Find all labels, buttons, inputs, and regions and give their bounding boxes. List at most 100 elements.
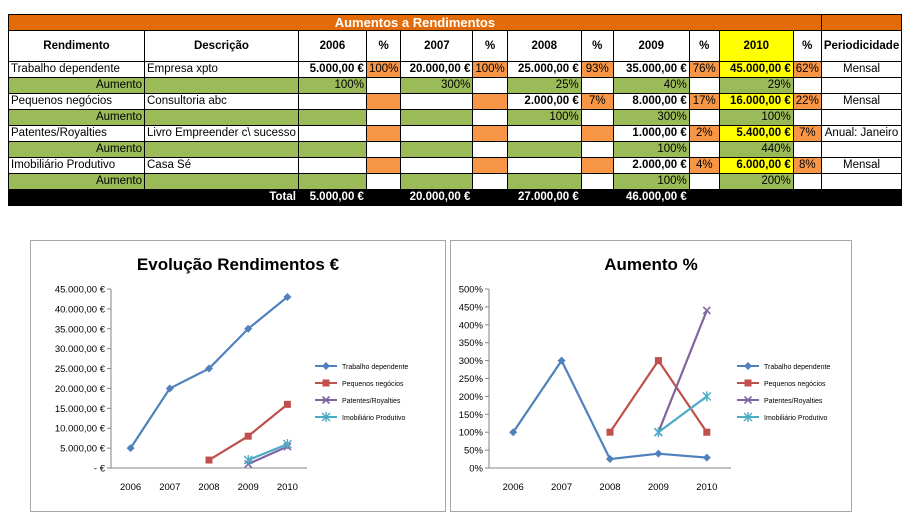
pct-2009[interactable]: 76%	[688, 61, 720, 78]
aumento-pct-empty[interactable]	[472, 141, 508, 158]
column-header-10[interactable]: 2010	[718, 30, 794, 62]
aumento-2010[interactable]: 440%	[718, 141, 794, 158]
pct-2006[interactable]	[365, 93, 402, 110]
pct-2009[interactable]: 2%	[688, 125, 720, 142]
value-2010[interactable]: 6.000,00 €	[718, 157, 794, 174]
aumento-pct-empty[interactable]	[580, 77, 614, 94]
aumento-2007[interactable]	[400, 109, 474, 126]
aumento-pct-empty[interactable]	[792, 77, 822, 94]
income-description[interactable]: Consultoria abc	[144, 93, 299, 110]
value-2007[interactable]: 20.000,00 €	[400, 61, 474, 78]
total-2008[interactable]: 27.000,00 €	[506, 189, 582, 206]
value-2007[interactable]	[400, 93, 474, 110]
aumento-label[interactable]: Aumento	[8, 109, 145, 126]
aumento-pct-empty[interactable]	[472, 77, 508, 94]
total-2006[interactable]: 5.000,00 €	[297, 189, 367, 206]
aumento-period-empty[interactable]	[820, 141, 903, 158]
value-2006[interactable]	[297, 93, 367, 110]
column-header-2[interactable]: 2006	[297, 30, 367, 62]
aumento-2007[interactable]	[400, 173, 474, 190]
pct-2007[interactable]	[472, 125, 508, 142]
pct-2009[interactable]: 4%	[688, 157, 720, 174]
pct-2010[interactable]: 22%	[792, 93, 822, 110]
column-header-6[interactable]: 2008	[506, 30, 582, 62]
aumento-period-empty[interactable]	[820, 77, 903, 94]
aumento-pct-empty[interactable]	[580, 109, 614, 126]
aumento-2010[interactable]: 29%	[718, 77, 794, 94]
pct-2007[interactable]: 100%	[472, 61, 508, 78]
aumento-2009[interactable]: 40%	[612, 77, 690, 94]
aumento-pct-empty[interactable]	[792, 109, 822, 126]
aumento-pct-empty[interactable]	[472, 109, 508, 126]
value-2008[interactable]	[506, 125, 582, 142]
income-name[interactable]: Pequenos negócios	[8, 93, 145, 110]
periodicity[interactable]: Anual: Janeiro	[820, 125, 903, 142]
total-pct-empty[interactable]	[688, 189, 720, 206]
value-2006[interactable]: 5.000,00 €	[297, 61, 367, 78]
total-period-empty[interactable]	[820, 189, 903, 206]
aumento-desc-empty[interactable]	[144, 173, 299, 190]
total-pct-empty[interactable]	[792, 189, 822, 206]
total-label[interactable]: Total	[8, 189, 299, 206]
value-2009[interactable]: 2.000,00 €	[612, 157, 690, 174]
pct-2006[interactable]	[365, 157, 402, 174]
total-pct-empty[interactable]	[472, 189, 508, 206]
value-2008[interactable]	[506, 157, 582, 174]
aumento-2007[interactable]	[400, 141, 474, 158]
aumento-label[interactable]: Aumento	[8, 77, 145, 94]
aumento-2007[interactable]: 300%	[400, 77, 474, 94]
total-pct-empty[interactable]	[365, 189, 402, 206]
aumento-2006[interactable]: 100%	[297, 77, 367, 94]
aumento-2008[interactable]	[506, 141, 582, 158]
sheet-title[interactable]: Aumentos a Rendimentos	[8, 14, 822, 31]
aumento-desc-empty[interactable]	[144, 141, 299, 158]
column-header-8[interactable]: 2009	[612, 30, 690, 62]
aumento-pct-empty[interactable]	[792, 141, 822, 158]
column-header-3[interactable]: %	[365, 30, 402, 62]
column-header-7[interactable]: %	[580, 30, 614, 62]
column-header-11[interactable]: %	[792, 30, 822, 62]
aumento-2008[interactable]	[506, 173, 582, 190]
aumento-pct-empty[interactable]	[688, 173, 720, 190]
aumento-desc-empty[interactable]	[144, 109, 299, 126]
aumento-pct-empty[interactable]	[688, 109, 720, 126]
periodicity[interactable]: Mensal	[820, 61, 903, 78]
pct-2006[interactable]: 100%	[365, 61, 402, 78]
aumento-pct-empty[interactable]	[365, 141, 402, 158]
value-2006[interactable]	[297, 157, 367, 174]
value-2009[interactable]: 35.000,00 €	[612, 61, 690, 78]
income-name[interactable]: Patentes/Royalties	[8, 125, 145, 142]
aumento-pct-empty[interactable]	[792, 173, 822, 190]
aumento-period-empty[interactable]	[820, 173, 903, 190]
value-2009[interactable]: 8.000,00 €	[612, 93, 690, 110]
total-2010[interactable]: 72.400,00 €	[718, 189, 794, 206]
periodicity[interactable]: Mensal	[820, 93, 903, 110]
pct-2006[interactable]	[365, 125, 402, 142]
aumento-pct-empty[interactable]	[580, 173, 614, 190]
pct-2009[interactable]: 17%	[688, 93, 720, 110]
pct-2008[interactable]	[580, 157, 614, 174]
aumento-2006[interactable]	[297, 173, 367, 190]
income-description[interactable]: Empresa xpto	[144, 61, 299, 78]
aumento-pct-empty[interactable]	[365, 173, 402, 190]
pct-2008[interactable]: 7%	[580, 93, 614, 110]
title-cell-empty[interactable]	[820, 14, 903, 31]
aumento-pct-empty[interactable]	[365, 77, 402, 94]
column-header-5[interactable]: %	[472, 30, 508, 62]
value-2008[interactable]: 25.000,00 €	[506, 61, 582, 78]
periodicity[interactable]: Mensal	[820, 157, 903, 174]
aumento-2008[interactable]: 25%	[506, 77, 582, 94]
aumento-pct-empty[interactable]	[688, 141, 720, 158]
aumento-2010[interactable]: 200%	[718, 173, 794, 190]
pct-2008[interactable]	[580, 125, 614, 142]
aumento-2010[interactable]: 100%	[718, 109, 794, 126]
aumento-2009[interactable]: 300%	[612, 109, 690, 126]
aumento-2009[interactable]: 100%	[612, 141, 690, 158]
column-header-4[interactable]: 2007	[400, 30, 474, 62]
column-header-0[interactable]: Rendimento	[8, 30, 145, 62]
aumento-desc-empty[interactable]	[144, 77, 299, 94]
aumento-2008[interactable]: 100%	[506, 109, 582, 126]
value-2007[interactable]	[400, 157, 474, 174]
aumento-pct-empty[interactable]	[472, 173, 508, 190]
value-2008[interactable]: 2.000,00 €	[506, 93, 582, 110]
